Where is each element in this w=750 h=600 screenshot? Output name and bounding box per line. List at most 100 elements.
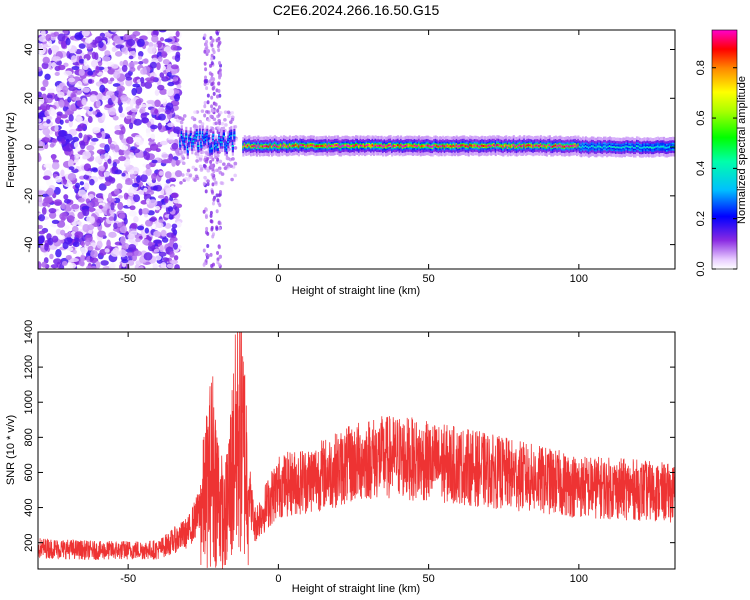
- heatmap-cell: [211, 38, 215, 43]
- heatmap-cell: [604, 145, 607, 148]
- heatmap-cell: [494, 145, 497, 148]
- heatmap-cell: [128, 210, 137, 217]
- heatmap-cell: [71, 204, 80, 210]
- heatmap-cell: [41, 137, 50, 143]
- heatmap-cell: [103, 171, 111, 177]
- heatmap-cell: [625, 145, 628, 148]
- heatmap-cell: [476, 144, 479, 147]
- heatmap-cell: [82, 209, 90, 217]
- heatmap-cell: [658, 146, 661, 149]
- heatmap-cell: [129, 66, 136, 73]
- heatmap-cell: [311, 144, 314, 147]
- heatmap-cell: [410, 144, 413, 147]
- heatmap-cell: [153, 239, 162, 244]
- heatmap-cell: [106, 91, 114, 96]
- spectrogram-y-label: Frequency (Hz): [5, 112, 17, 188]
- heatmap-cell: [288, 144, 291, 147]
- colorbar: 0.0 0.2 0.4 0.6 0.8 Normalized spectral ampl…: [695, 29, 748, 277]
- heatmap-cell: [246, 144, 249, 147]
- heatmap-cell: [324, 144, 328, 147]
- heatmap-cell: [156, 62, 161, 71]
- heatmap-cell: [82, 87, 90, 93]
- heatmap-cell: [68, 166, 75, 171]
- heatmap-cell: [449, 145, 452, 148]
- heatmap-cell: [202, 181, 206, 186]
- heatmap-cell: [70, 55, 78, 63]
- heatmap-cell: [113, 70, 121, 79]
- heatmap-cell: [63, 198, 72, 204]
- heatmap-cell: [199, 154, 204, 159]
- y-tick-label: 600: [23, 463, 35, 481]
- heatmap-cell: [209, 159, 213, 164]
- heatmap-cell: [345, 144, 349, 147]
- heatmap-cell: [226, 114, 231, 119]
- heatmap-cell: [75, 116, 83, 123]
- heatmap-cell: [640, 147, 643, 149]
- heatmap-cell: [107, 136, 112, 145]
- heatmap-cell: [227, 140, 230, 143]
- heatmap-cell: [89, 178, 95, 186]
- heatmap-cell: [98, 183, 107, 191]
- heatmap-cell: [223, 118, 227, 122]
- heatmap-cell: [568, 145, 571, 148]
- heatmap-cell: [479, 145, 482, 148]
- colorbar-gradient: [711, 29, 738, 270]
- heatmap-cell: [448, 145, 451, 148]
- heatmap-cell: [49, 143, 55, 148]
- heatmap-cell: [83, 174, 90, 180]
- heatmap-cell: [144, 81, 153, 89]
- y-tick-label: 1000: [23, 390, 35, 414]
- heatmap-cell: [209, 163, 214, 168]
- heatmap-cell: [89, 94, 97, 103]
- heatmap-cell: [500, 145, 503, 148]
- heatmap-cell: [104, 248, 110, 253]
- heatmap-cell: [169, 131, 175, 139]
- heatmap-cell: [104, 181, 111, 187]
- heatmap-cell: [215, 168, 219, 173]
- heatmap-cell: [269, 144, 272, 147]
- heatmap-cell: [38, 214, 46, 222]
- heatmap-cell: [151, 34, 159, 43]
- heatmap-cell: [89, 141, 96, 146]
- snr-y-label: SNR (10 * v/v): [5, 415, 17, 485]
- heatmap-cell: [139, 266, 144, 269]
- heatmap-cell: [395, 144, 398, 147]
- y-tick-label: 40: [23, 43, 35, 55]
- heatmap-cell: [218, 159, 223, 164]
- heatmap-cell: [154, 89, 160, 96]
- heatmap-cell: [211, 182, 215, 187]
- heatmap-cell: [266, 145, 269, 148]
- heatmap-cell: [118, 212, 126, 219]
- heatmap-cell: [290, 145, 293, 148]
- heatmap-cell: [120, 235, 126, 245]
- heatmap-cell: [38, 261, 42, 269]
- heatmap-cell: [323, 144, 326, 147]
- heatmap-cell: [152, 263, 158, 269]
- heatmap-cell: [149, 143, 159, 151]
- spectrogram-y-ticks: -40 -20 0 20 40: [23, 43, 675, 253]
- heatmap-cell: [509, 145, 512, 148]
- heatmap-cell: [171, 159, 177, 167]
- snr-x-ticks: -50 0 50 100: [120, 332, 588, 585]
- heatmap-cell: [219, 181, 224, 185]
- heatmap-cell: [83, 106, 91, 111]
- heatmap-cell: [119, 61, 124, 66]
- heatmap-cell: [149, 217, 157, 222]
- heatmap-cell: [481, 144, 484, 147]
- heatmap-cell: [225, 146, 228, 149]
- heatmap-cell: [524, 145, 527, 148]
- heatmap-cell: [602, 145, 605, 148]
- colorbar-tick-label: 0.6: [695, 110, 707, 125]
- colorbar-tick-label: 0.2: [695, 211, 707, 226]
- heatmap-cell: [64, 110, 74, 116]
- heatmap-cell: [146, 178, 151, 185]
- heatmap-cell: [188, 139, 191, 142]
- heatmap-cell: [51, 219, 60, 224]
- heatmap-cell: [209, 148, 212, 151]
- heatmap-cell: [440, 145, 443, 148]
- heatmap-cell: [131, 87, 137, 96]
- heatmap-cell: [38, 66, 43, 72]
- heatmap-cell: [97, 60, 103, 66]
- heatmap-cell: [638, 146, 642, 149]
- heatmap-cell: [119, 112, 125, 118]
